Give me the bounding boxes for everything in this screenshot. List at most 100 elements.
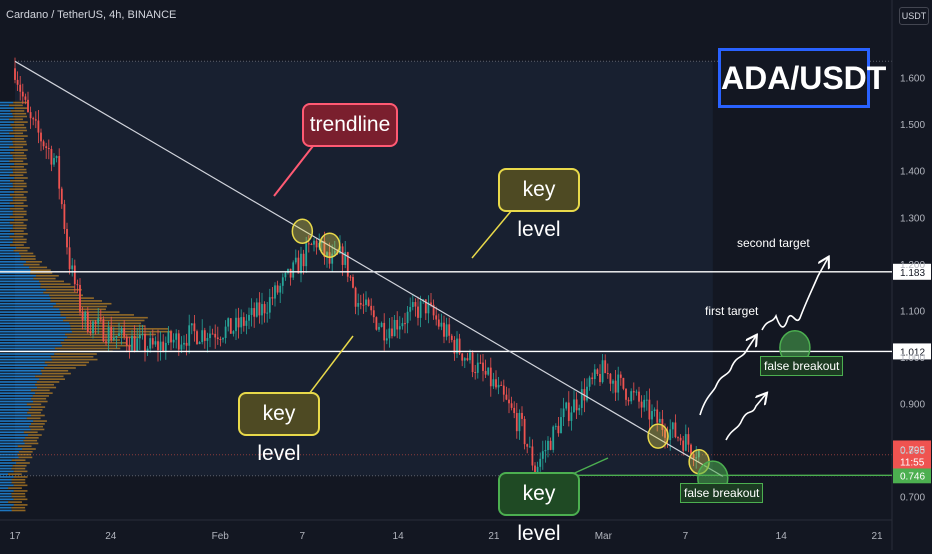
- candle-body: [79, 284, 81, 312]
- volume-profile-bar: [0, 104, 10, 107]
- candle-body: [216, 337, 219, 339]
- level-price-tag-text: 0.746: [900, 471, 925, 482]
- volume-profile-bar: [17, 445, 32, 448]
- candle-body: [404, 323, 406, 325]
- volume-profile-bar: [0, 121, 14, 123]
- volume-profile-bar: [0, 356, 51, 358]
- candle-body: [682, 440, 685, 451]
- volume-profile-bar: [36, 381, 60, 383]
- candle-body: [432, 304, 435, 316]
- volume-profile-bar: [28, 409, 43, 411]
- candle-body: [549, 440, 552, 450]
- volume-profile-bar: [11, 481, 26, 484]
- volume-profile-bar: [40, 369, 69, 372]
- volume-profile-bar: [13, 249, 28, 252]
- candle-body: [466, 358, 469, 361]
- candle-body: [86, 311, 89, 332]
- y-tick-label: 0.900: [900, 400, 925, 411]
- y-tick-label: 1.400: [900, 167, 925, 178]
- projected-path-second: [761, 258, 828, 331]
- candle-body: [289, 268, 292, 278]
- candle-body: [323, 240, 326, 258]
- volume-profile-bar: [0, 185, 13, 188]
- volume-profile-bar: [0, 358, 52, 361]
- volume-profile-bar: [0, 277, 34, 280]
- x-tick-label: 14: [776, 531, 788, 542]
- candle-body: [391, 328, 393, 337]
- volume-profile-bar: [33, 277, 56, 280]
- last-price-value: 0.795: [900, 445, 925, 456]
- volume-profile-bar: [0, 453, 18, 456]
- volume-profile-bar: [0, 498, 14, 501]
- volume-profile-bar: [49, 294, 83, 297]
- currency-badge[interactable]: USDT: [899, 7, 929, 25]
- trendline-touch-marker: [647, 423, 669, 449]
- volume-profile-bar: [0, 101, 14, 104]
- candle-body: [279, 285, 282, 293]
- candle-body: [185, 342, 188, 346]
- volume-profile-bar: [13, 135, 28, 137]
- candle-body: [97, 318, 100, 324]
- candle-body: [157, 341, 159, 350]
- volume-profile-bar: [31, 423, 45, 425]
- volume-profile-bar: [9, 230, 24, 232]
- candle-body: [227, 318, 230, 327]
- volume-profile-bar: [0, 367, 45, 369]
- volume-profile-bar: [12, 241, 27, 244]
- volume-profile-bar: [13, 149, 28, 151]
- candle-body: [469, 352, 471, 361]
- candle-body: [201, 330, 204, 343]
- candle-body: [383, 322, 386, 341]
- volume-profile-bar: [40, 286, 75, 288]
- volume-profile-bar: [13, 504, 28, 506]
- candle-body: [453, 339, 456, 354]
- candle-body: [362, 304, 365, 306]
- volume-profile-bar: [0, 258, 21, 260]
- candle-body: [411, 302, 414, 308]
- volume-profile-bar: [12, 168, 27, 171]
- candle-body: [502, 385, 505, 395]
- volume-profile-bar: [0, 425, 30, 428]
- volume-profile-bar: [13, 490, 28, 492]
- volume-profile-bar: [10, 166, 24, 168]
- volume-profile-bar: [44, 367, 76, 369]
- volume-profile-bar: [8, 501, 22, 503]
- candle-body: [66, 229, 68, 248]
- volume-profile-bar: [12, 126, 27, 129]
- y-tick-label: 1.200: [900, 260, 925, 271]
- candle-body: [500, 384, 503, 386]
- volume-profile-bar: [0, 395, 33, 397]
- volume-profile-bar: [0, 146, 10, 149]
- volume-profile-bar: [0, 135, 14, 137]
- volume-profile-bar: [50, 297, 94, 299]
- candle-body: [635, 391, 638, 393]
- candle-body: [424, 299, 427, 314]
- volume-profile-bar: [0, 202, 10, 204]
- trendline-annotation: trendline: [302, 103, 398, 147]
- volume-profile-bar: [0, 481, 12, 484]
- volume-profile-bar: [0, 308, 60, 311]
- volume-profile-bar: [13, 476, 28, 478]
- volume-profile-bar: [43, 291, 78, 294]
- volume-profile-bar: [0, 221, 10, 224]
- key-level-annotation-top: key level: [498, 168, 580, 241]
- volume-profile-bar: [0, 272, 31, 274]
- volume-profile-bar: [34, 383, 54, 386]
- volume-profile-bar: [0, 448, 23, 450]
- candle-body: [115, 335, 118, 338]
- candle-body: [255, 302, 258, 317]
- candle-body: [240, 317, 243, 328]
- volume-profile-bar: [12, 154, 27, 157]
- volume-profile-bar: [0, 344, 62, 347]
- candle-body: [253, 308, 256, 317]
- candle-body: [458, 338, 461, 354]
- candle-body: [625, 388, 627, 400]
- volume-profile-bar: [10, 179, 24, 182]
- candle-body: [149, 338, 152, 349]
- volume-profile-bar: [0, 420, 34, 422]
- volume-profile-bar: [60, 311, 120, 313]
- volume-profile-bar: [60, 314, 134, 316]
- candle-body: [380, 322, 383, 327]
- false-breakout-label-bottom: false breakout: [680, 483, 764, 503]
